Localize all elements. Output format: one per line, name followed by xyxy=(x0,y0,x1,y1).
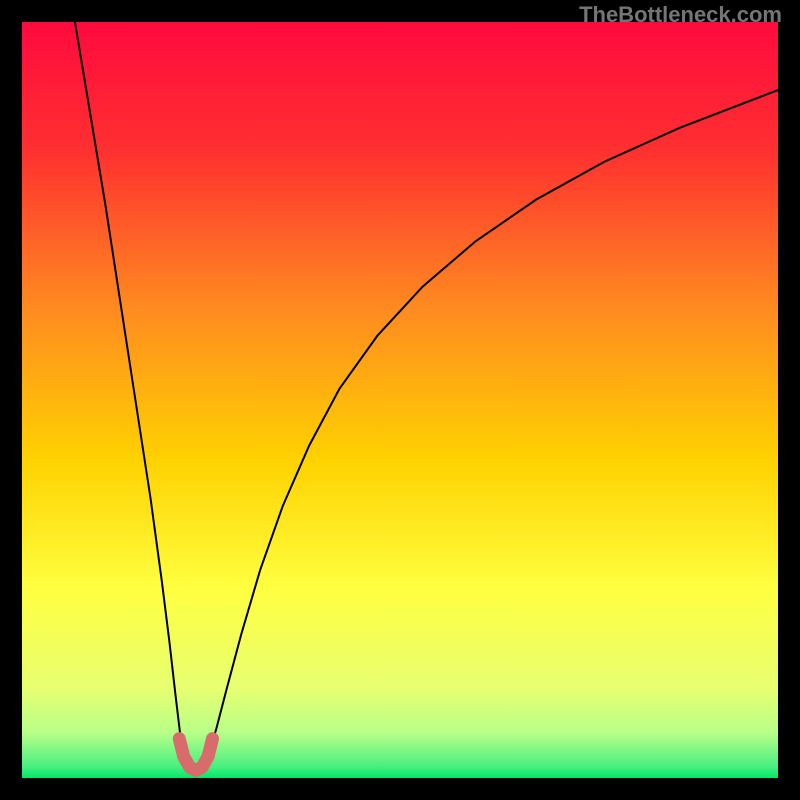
frame-border-bottom xyxy=(0,778,800,800)
bottleneck-plot xyxy=(0,0,800,800)
frame-border-right xyxy=(778,0,800,800)
watermark-text: TheBottleneck.com xyxy=(579,2,782,28)
chart-root: TheBottleneck.com xyxy=(0,0,800,800)
frame-border-left xyxy=(0,0,22,800)
